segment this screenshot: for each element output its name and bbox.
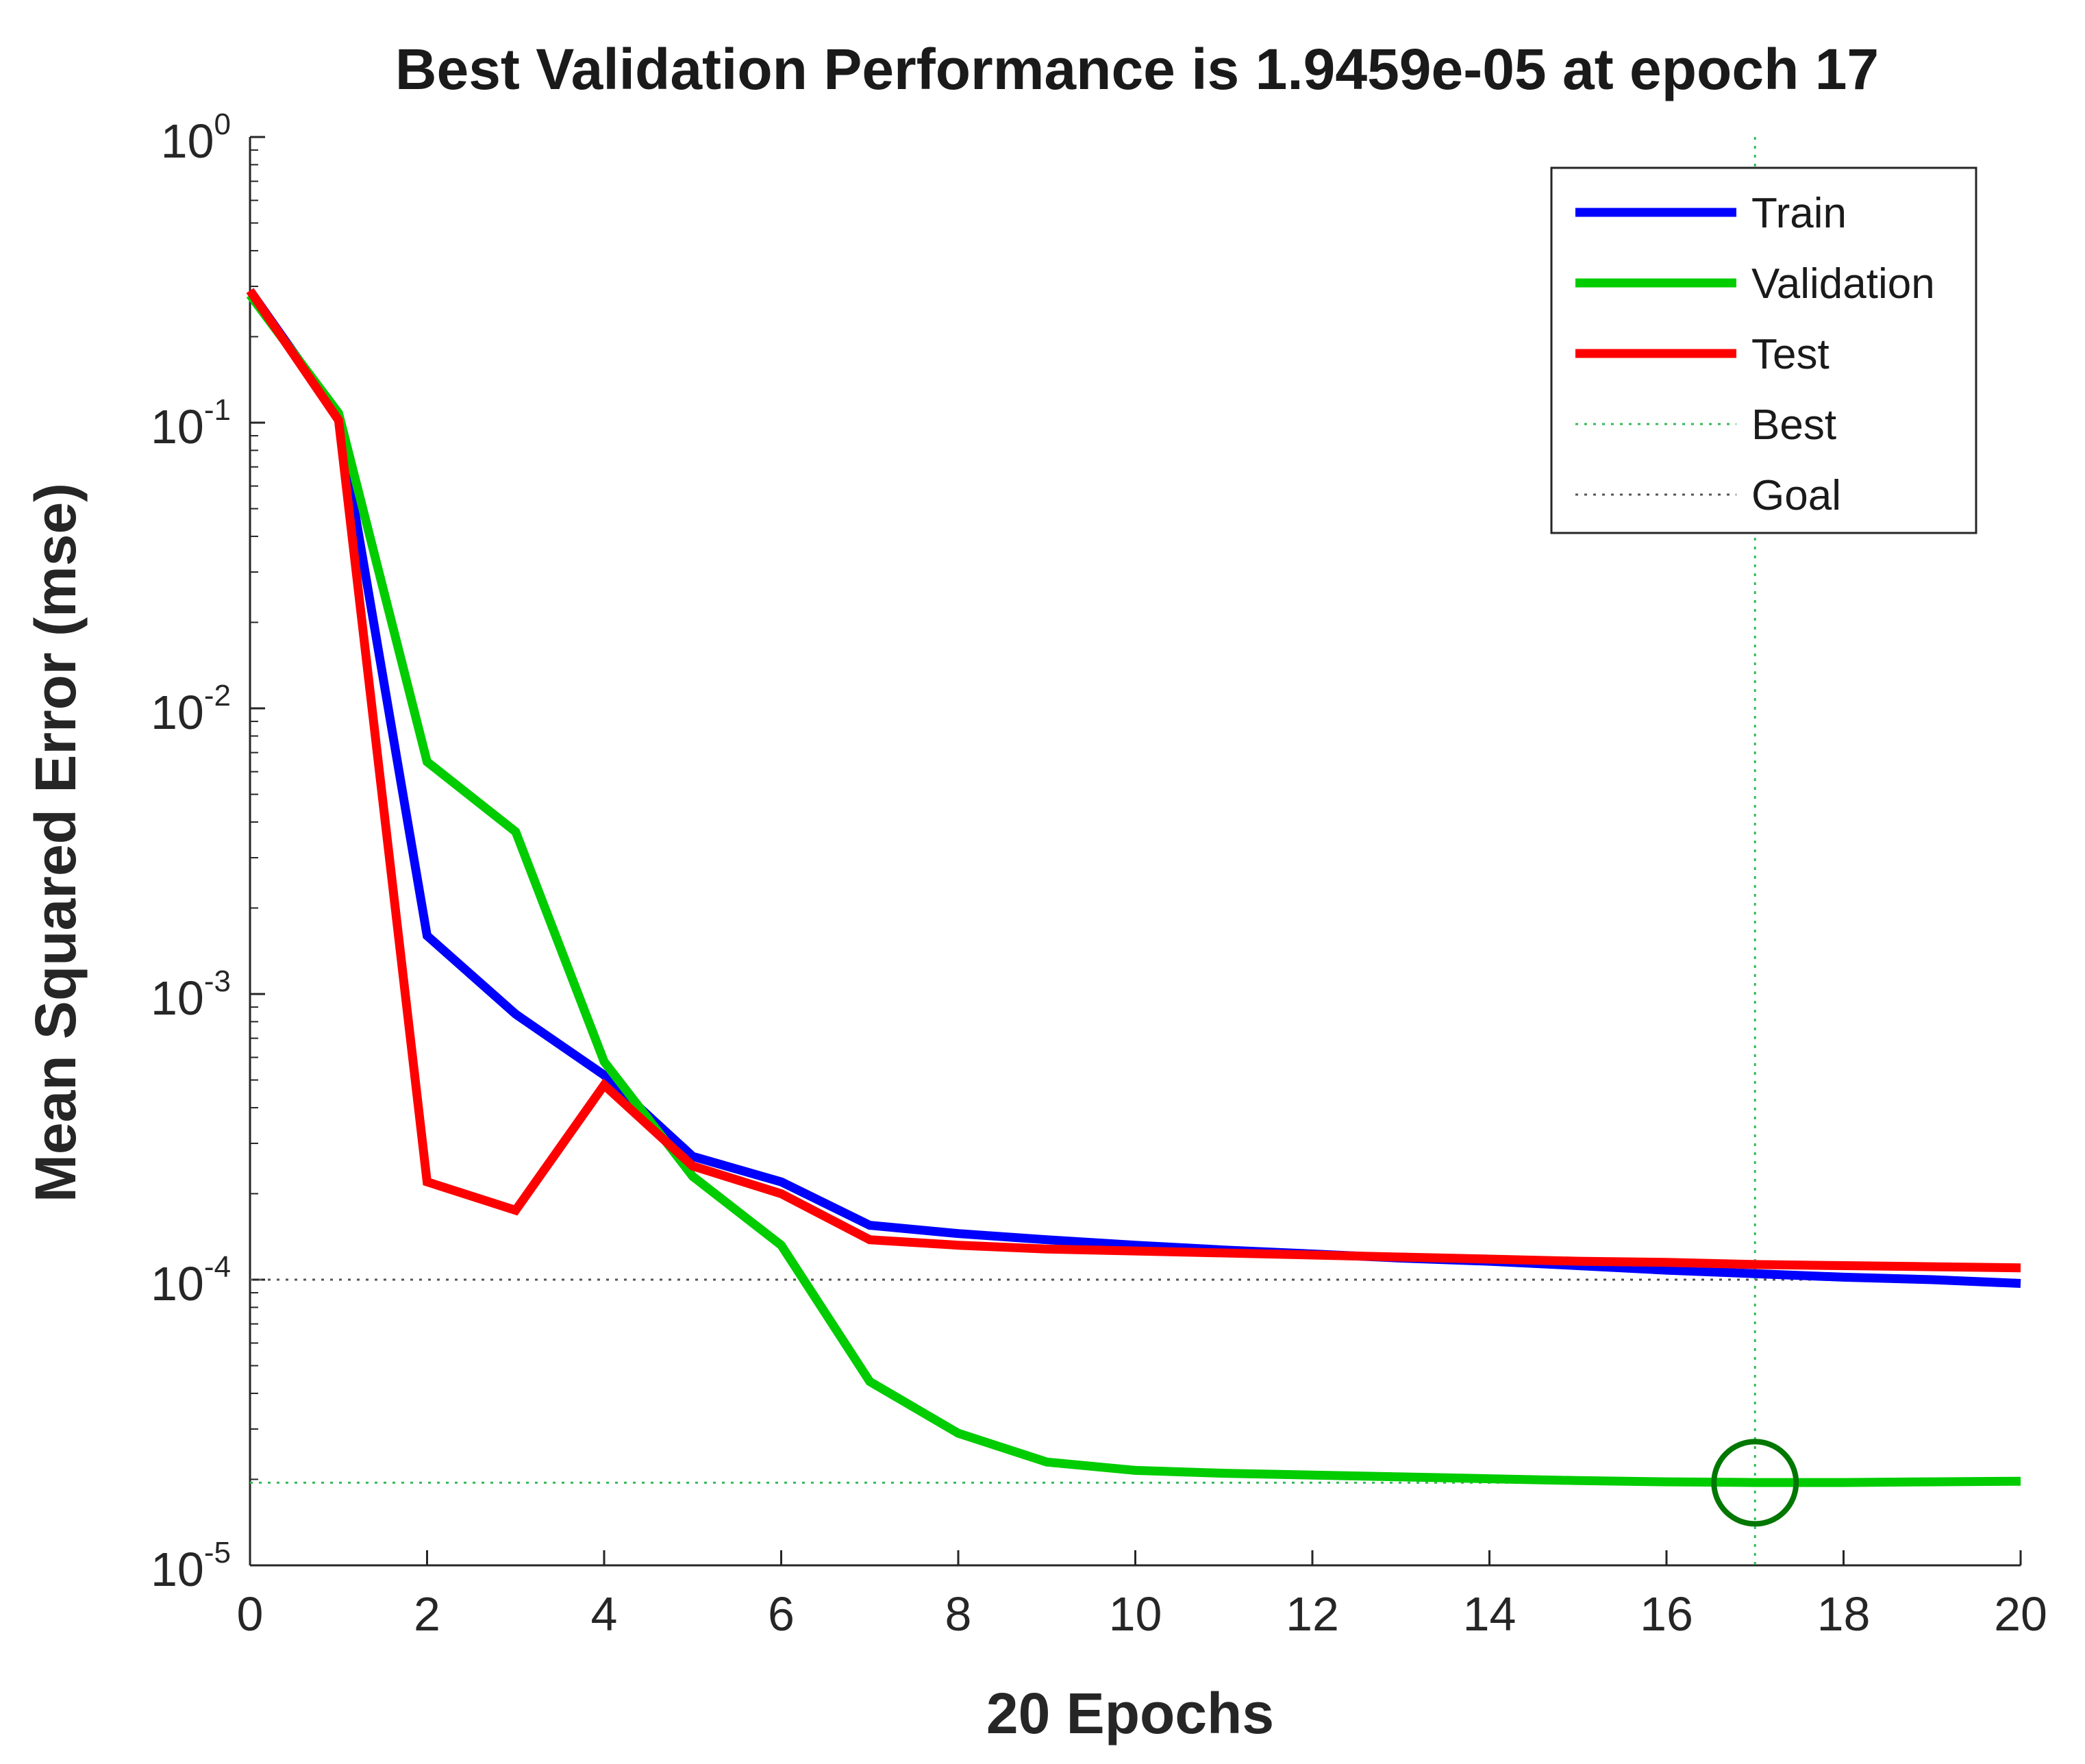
legend-label-validation: Validation <box>1751 260 1935 308</box>
x-tick-label: 12 <box>1286 1587 1339 1641</box>
x-tick-label: 0 <box>237 1587 264 1641</box>
x-tick-label: 16 <box>1640 1587 1693 1641</box>
y-tick-label: 10-4 <box>151 1250 231 1310</box>
legend-label-test: Test <box>1751 331 1830 378</box>
x-tick-label: 14 <box>1463 1587 1516 1641</box>
x-tick-label: 10 <box>1109 1587 1162 1641</box>
y-tick-label: 10-5 <box>151 1536 231 1596</box>
x-tick-label: 4 <box>591 1587 618 1641</box>
x-tick-label: 8 <box>945 1587 972 1641</box>
series-lines <box>246 288 2021 1487</box>
legend-label-goal: Goal <box>1751 472 1841 519</box>
best-marker <box>1711 1439 1799 1527</box>
x-tick-label: 2 <box>414 1587 440 1641</box>
series-line-train <box>246 288 2021 1288</box>
x-tick-label: 6 <box>768 1587 795 1641</box>
reference-lines <box>250 137 2021 1565</box>
axes: 0 2 4 6 8 10 12 14 16 18 20 100 10-1 10-2 10-3 10-4 10-5 <box>151 108 2047 1641</box>
y-tick-label: 10-3 <box>151 965 231 1025</box>
x-axis-label: 20 Epochs <box>986 1681 1274 1746</box>
y-tick-label: 10-2 <box>151 679 231 739</box>
chart-title: Best Validation Performance is 1.9459e-0… <box>395 37 1879 101</box>
legend: Train Validation Test Best Goal <box>1550 166 1977 534</box>
series-line-test <box>246 288 2021 1273</box>
y-tick-label: 10-1 <box>151 393 231 454</box>
legend-label-best: Best <box>1751 401 1836 449</box>
x-tick-label: 18 <box>1817 1587 1871 1641</box>
y-axis-label: Mean Squared Error (mse) <box>23 483 88 1202</box>
best-point-circle <box>1711 1439 1799 1527</box>
legend-label-train: Train <box>1751 190 1847 237</box>
x-tick-label: 20 <box>1994 1587 2047 1641</box>
series-line-validation <box>246 292 2021 1487</box>
y-tick-label: 100 <box>161 108 231 168</box>
